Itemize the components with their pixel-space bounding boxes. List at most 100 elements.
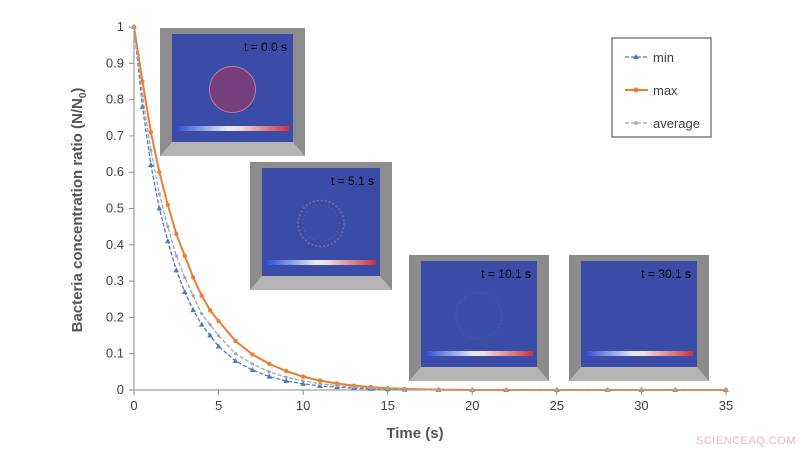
- data-point-average: [386, 387, 390, 391]
- x-tick-label: 0: [130, 398, 137, 413]
- inset-domain: [581, 261, 697, 367]
- x-tick-label: 5: [215, 398, 222, 413]
- data-point-max: [207, 307, 213, 313]
- data-point-min: [198, 321, 205, 327]
- bacteria-ring-inner: [302, 204, 340, 242]
- axes: 00.10.20.30.40.50.60.70.80.910 5 10 15 20 25 3…: [106, 19, 733, 413]
- data-point-average: [140, 94, 145, 98]
- data-point-max: [191, 275, 196, 280]
- data-point-min: [215, 343, 222, 349]
- inset-images: t = 0.0 s t = 5.1 s t = 10.1 s t = 30.1 s: [160, 28, 709, 381]
- legend-marker-average: [634, 121, 638, 125]
- data-point-max: [317, 378, 323, 383]
- y-tick-label: 0.5: [106, 201, 124, 216]
- data-point-average: [724, 388, 728, 392]
- data-point-max: [157, 170, 162, 175]
- data-point-average: [504, 388, 508, 392]
- data-point-min: [207, 332, 213, 338]
- data-point-max: [148, 130, 154, 135]
- data-point-average: [318, 382, 322, 386]
- data-point-min: [190, 307, 196, 313]
- x-tick-label: 15: [380, 398, 394, 413]
- data-point-average: [200, 312, 204, 316]
- data-point-average: [470, 388, 474, 392]
- data-point-average: [250, 362, 254, 366]
- y-tick-label: 0.2: [106, 309, 124, 324]
- y-axis-title-sub: 0: [78, 92, 89, 98]
- data-point-average: [233, 352, 238, 356]
- y-tick-label: 0.8: [106, 92, 124, 107]
- inset-time-label: t = 0.0 s: [244, 40, 287, 54]
- data-point-average: [403, 387, 407, 391]
- y-tick-label: 0.4: [106, 237, 124, 252]
- bacteria-ring: [297, 199, 345, 248]
- legend-label-average: average: [653, 116, 700, 131]
- data-point-min: [266, 373, 273, 379]
- y-tick-label: 0.7: [106, 128, 124, 143]
- data-point-min: [173, 267, 180, 273]
- y-tick-label: 0.1: [106, 346, 124, 361]
- data-point-max: [250, 352, 255, 357]
- series-line-max: [133, 26, 726, 391]
- data-point-max: [174, 231, 179, 237]
- inset-time-label: t = 30.1 s: [641, 267, 691, 281]
- inset-time-label: t = 5.1 s: [331, 174, 374, 188]
- x-tick-label: 10: [296, 398, 310, 413]
- colorbar: [585, 351, 693, 356]
- data-point-max: [182, 253, 187, 258]
- data-point-min: [249, 367, 256, 373]
- data-point-average: [183, 275, 187, 280]
- watermark: SCIENCEAQ.COM: [696, 435, 796, 447]
- data-point-max: [267, 361, 272, 367]
- data-point-max: [233, 338, 238, 344]
- y-tick-label: 1: [117, 19, 124, 34]
- data-point-average: [267, 370, 271, 374]
- data-point-average: [174, 254, 178, 258]
- legend-label-min: min: [653, 50, 674, 65]
- inset-time-label: t = 10.1 s: [481, 267, 531, 281]
- legend-marker-max: [633, 87, 639, 93]
- inset-domain: [262, 168, 380, 276]
- legend-label-max: max: [653, 83, 678, 98]
- data-point-min: [148, 161, 154, 167]
- colorbar: [176, 126, 289, 131]
- data-point-average: [301, 379, 305, 383]
- data-point-average: [352, 385, 356, 389]
- data-point-min: [317, 383, 323, 389]
- inset-bevel: [160, 142, 305, 156]
- data-point-average: [191, 294, 195, 298]
- data-point-average: [208, 323, 212, 327]
- data-point-average: [555, 388, 559, 392]
- y-tick-label: 0: [117, 382, 124, 397]
- colorbar: [425, 351, 533, 356]
- inset-snapshot: t = 30.1 s: [569, 255, 709, 381]
- x-tick-label: 25: [550, 398, 564, 413]
- data-point-max: [199, 293, 204, 298]
- data-point-min: [181, 288, 188, 294]
- data-point-average: [157, 192, 161, 196]
- y-axis-title-main: Bacteria concentration ratio (N/N: [69, 98, 86, 332]
- data-point-min: [156, 205, 163, 211]
- y-tick-label: 0.3: [106, 273, 124, 288]
- data-point-min: [300, 380, 306, 386]
- legend-marker-min: [633, 54, 639, 59]
- data-point-average: [132, 25, 136, 29]
- data-point-min: [283, 377, 290, 383]
- x-tick-label: 20: [465, 398, 479, 413]
- legend: min max average: [611, 37, 712, 138]
- data-point-average: [166, 225, 170, 229]
- data-point-average: [606, 388, 610, 392]
- bacteria-ring: [209, 65, 256, 113]
- inset-domain: [421, 261, 537, 367]
- y-axis-title: Bacteria concentration ratio (N/N0): [69, 88, 89, 333]
- inset-snapshot: t = 0.0 s: [160, 28, 305, 156]
- y-tick-label: 0.9: [106, 55, 124, 70]
- x-tick-label: 30: [634, 398, 648, 413]
- data-point-min: [165, 238, 171, 244]
- data-point-average: [216, 333, 221, 338]
- bacteria-ring: [455, 291, 503, 340]
- inset-snapshot: t = 5.1 s: [250, 162, 392, 290]
- data-point-average: [639, 388, 644, 392]
- inset-bevel: [409, 367, 549, 381]
